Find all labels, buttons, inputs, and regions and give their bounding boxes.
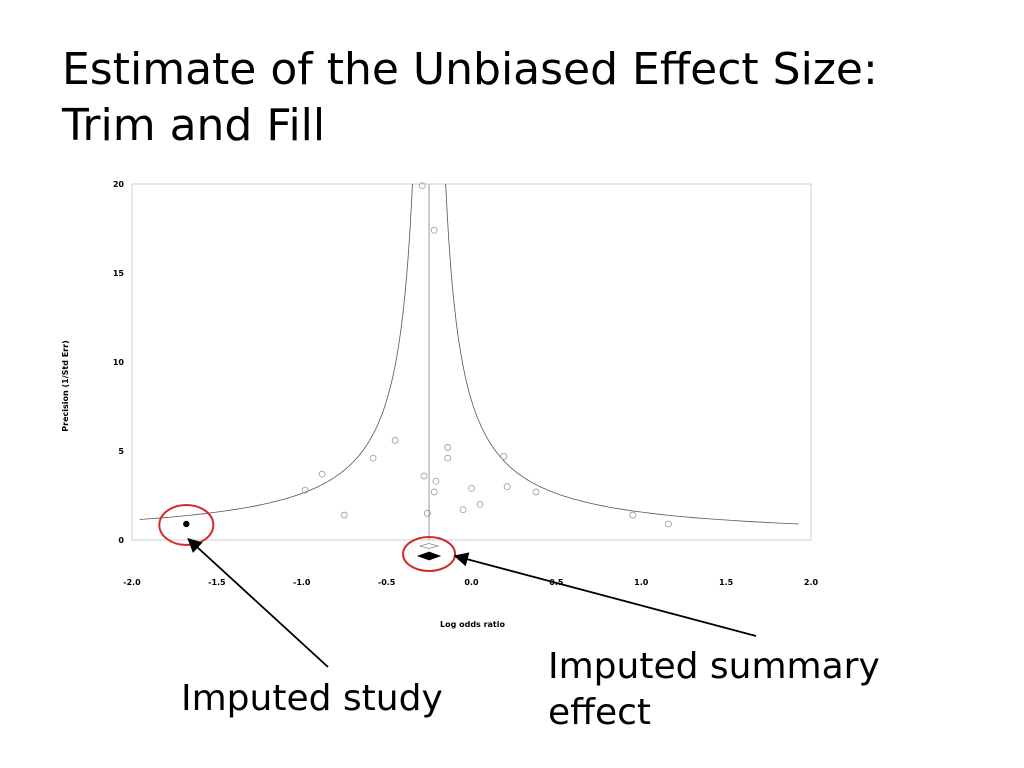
study-point [476, 500, 484, 508]
x-tick-label: 1.0 [634, 578, 649, 587]
study-point [423, 509, 431, 517]
funnel-left-curve [139, 184, 413, 520]
imputed-study-highlight [158, 503, 215, 546]
study-point [432, 477, 440, 485]
imputed-study-label: Imputed study [181, 678, 443, 719]
data-points [183, 182, 672, 528]
x-tick-label: -1.0 [293, 578, 311, 587]
y-tick-label: 0 [118, 536, 124, 545]
study-point [459, 506, 467, 514]
x-axis-label: Log odds ratio [440, 620, 506, 629]
x-tick-label: 1.5 [719, 578, 734, 587]
study-point [629, 511, 637, 519]
x-tick-label: -1.5 [208, 578, 226, 587]
study-point [340, 511, 348, 519]
slide-title: Estimate of the Unbiased Effect Size: Tr… [62, 44, 878, 151]
study-point [391, 436, 399, 444]
x-tick-labels: -2.0-1.5-1.0-0.50.00.51.01.52.0 [123, 578, 818, 587]
study-point [532, 488, 540, 496]
imputed-study-arrow [187, 538, 329, 668]
observed-summary-diamond [418, 543, 440, 549]
study-point [430, 488, 438, 496]
study-point [665, 520, 672, 528]
imputed-summary-label: Imputed summary effect [548, 646, 880, 733]
imputed-summary-arrow [453, 552, 757, 637]
plot-axes [131, 183, 812, 541]
y-tick-label: 20 [113, 180, 125, 189]
imputed-summary-diamond [416, 551, 442, 561]
study-point [430, 226, 438, 234]
funnel-lines [139, 184, 799, 540]
y-tick-label: 5 [118, 447, 124, 456]
study-point [444, 454, 452, 462]
study-point [418, 182, 426, 190]
y-axis-label: Precision (1/Std Err) [61, 340, 70, 431]
y-tick-label: 10 [113, 358, 125, 367]
x-tick-label: 2.0 [804, 578, 819, 587]
x-tick-label: 0.0 [464, 578, 479, 587]
study-point [318, 470, 326, 478]
study-point [369, 454, 377, 462]
x-tick-label: -0.5 [378, 578, 396, 587]
study-point [420, 472, 428, 480]
study-point [500, 452, 508, 460]
study-point [468, 484, 475, 492]
study-point [301, 486, 309, 494]
plot-frame [131, 183, 812, 541]
y-tick-label: 15 [113, 269, 125, 278]
y-tick-labels: 0 5 10 15 20 [113, 180, 125, 545]
funnel-right-curve [445, 184, 799, 525]
imputed-study-point [183, 520, 190, 528]
summary-effects [416, 543, 442, 561]
x-tick-label: -2.0 [123, 578, 141, 587]
study-point [503, 483, 511, 491]
study-point [444, 444, 452, 451]
annotations [158, 503, 757, 668]
